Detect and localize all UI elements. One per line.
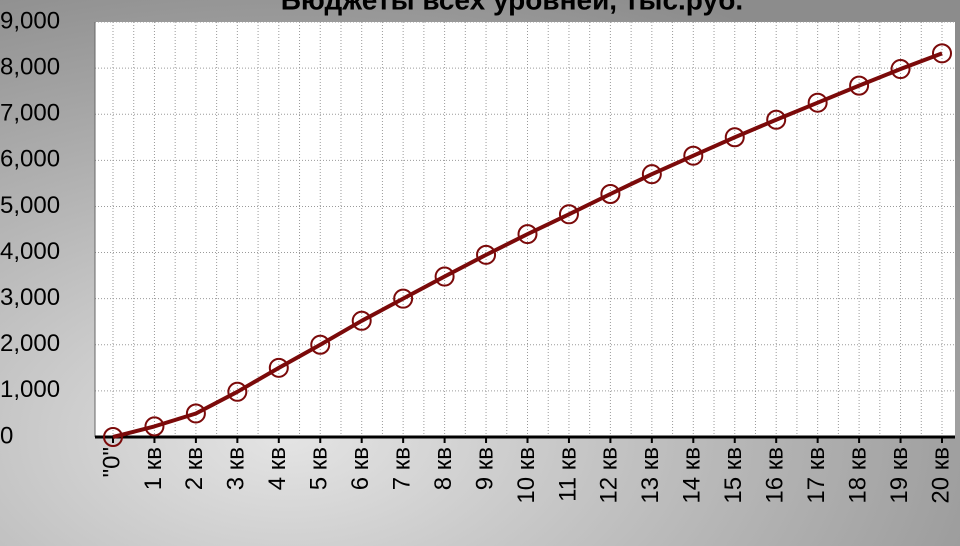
x-tick-label: 19 кв [886,447,913,504]
x-tick-label: 3 кв [223,447,250,490]
data-point [227,381,248,402]
x-tick-label: 9 кв [471,447,498,490]
x-tick-label: 20 кв [927,447,954,504]
plot-area [95,22,955,437]
x-tick-label: 14 кв [679,447,706,504]
data-point [683,145,704,166]
x-tick-label: 17 кв [803,447,830,504]
chart-title: Бюджеты всех уровней, тыс.руб. [281,0,743,15]
data-point [310,334,331,355]
data-point [393,288,414,309]
data-point [849,75,870,96]
x-tick-label: 12 кв [596,447,623,504]
x-tick-label: 18 кв [844,447,871,504]
data-point [890,59,911,80]
data-point [268,357,289,378]
data-point [724,127,745,148]
x-tick-label: 5 кв [306,447,333,490]
x-tick-label: 10 кв [513,447,540,504]
x-tick-label: 4 кв [264,447,291,490]
y-tick-label: 0 [0,422,13,449]
data-point [807,92,828,113]
y-tick-label: 2,000 [0,330,60,357]
data-point [558,204,579,225]
y-tick-label: 8,000 [0,53,60,80]
y-tick-label: 6,000 [0,146,60,173]
data-point [766,109,787,130]
x-tick-label: 11 кв [554,447,581,502]
y-tick-label: 3,000 [0,284,60,311]
series-line [112,51,943,439]
y-tick-label: 4,000 [0,238,60,265]
data-point [144,416,165,437]
x-tick-label: 7 кв [388,447,415,490]
data-point [641,164,662,185]
x-tick-label: 2 кв [181,447,208,490]
data-point [600,183,621,204]
x-tick-label: 13 кв [637,447,664,504]
x-tick-label: "0" [98,447,125,477]
data-point [932,43,952,64]
y-tick-label: 9,000 [0,7,60,34]
x-tick-label: 16 кв [762,447,789,504]
data-point [103,427,123,447]
x-tick-label: 8 кв [430,447,457,490]
y-tick-label: 5,000 [0,192,60,219]
data-point [517,224,538,245]
x-tick-label: 6 кв [347,447,374,490]
x-tick-label: 15 кв [720,447,747,504]
data-point [185,403,206,424]
data-point [351,310,372,331]
y-tick-label: 1,000 [0,376,60,403]
data-point [476,244,497,265]
y-tick-label: 7,000 [0,100,60,127]
data-point [434,266,455,287]
x-tick-label: 1 кв [140,447,167,490]
